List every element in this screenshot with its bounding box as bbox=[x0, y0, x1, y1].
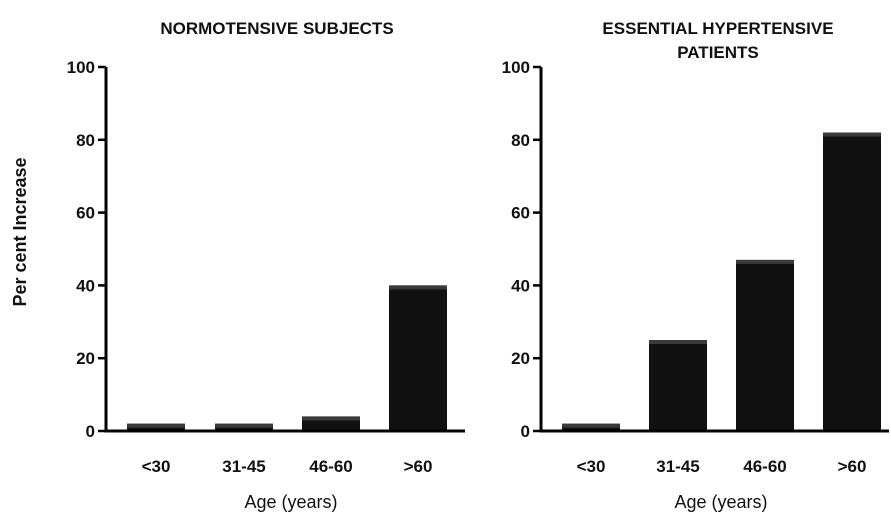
y-tick-label: 60 bbox=[511, 204, 530, 223]
x-tick-label: 31-45 bbox=[222, 457, 265, 476]
y-tick-label: 100 bbox=[67, 58, 95, 77]
y-tick-labels-normotensive: 0 20 40 60 80 100 bbox=[67, 58, 106, 441]
chart-title-hypertensive-line1: ESSENTIAL HYPERTENSIVE bbox=[602, 19, 833, 38]
y-tick-label: 60 bbox=[76, 204, 95, 223]
bar-top-edge bbox=[127, 423, 185, 428]
x-tick-labels-hypertensive: <30 31-45 46-60 >60 bbox=[577, 457, 867, 476]
y-tick-label: 80 bbox=[511, 131, 530, 150]
x-tick-label: >60 bbox=[838, 457, 867, 476]
bar-normotensive-4 bbox=[389, 285, 447, 431]
y-tick-label: 20 bbox=[76, 349, 95, 368]
y-tick-label: 0 bbox=[521, 422, 530, 441]
bar-hypertensive-2 bbox=[649, 340, 707, 431]
chart-normotensive: NORMOTENSIVE SUBJECTS Per cent Increase … bbox=[10, 19, 465, 512]
x-axis-title-normotensive: Age (years) bbox=[244, 492, 337, 512]
bar-top-edge bbox=[562, 423, 620, 428]
x-tick-label: 31-45 bbox=[656, 457, 699, 476]
bar-top-edge bbox=[649, 340, 707, 344]
x-tick-label: <30 bbox=[142, 457, 171, 476]
bar-top-edge bbox=[215, 423, 273, 428]
chart-title-normotensive: NORMOTENSIVE SUBJECTS bbox=[160, 19, 393, 38]
y-tick-label: 40 bbox=[76, 276, 95, 295]
x-tick-label: <30 bbox=[577, 457, 606, 476]
x-tick-label: 46-60 bbox=[743, 457, 786, 476]
x-axis-title-hypertensive: Age (years) bbox=[674, 492, 767, 512]
bars-hypertensive bbox=[562, 132, 881, 431]
chart-essential-hypertensive: ESSENTIAL HYPERTENSIVE PATIENTS 0 20 40 60 8… bbox=[502, 19, 889, 512]
bars-normotensive bbox=[127, 285, 447, 431]
bar-top-edge bbox=[302, 416, 360, 421]
chart-title-hypertensive-line2: PATIENTS bbox=[677, 43, 759, 62]
bar-top-edge bbox=[389, 285, 447, 290]
bar-hypertensive-3 bbox=[736, 259, 794, 431]
y-tick-label: 100 bbox=[502, 58, 530, 77]
bar-hypertensive-4 bbox=[823, 132, 881, 431]
y-tick-label: 40 bbox=[511, 276, 530, 295]
y-axis-title: Per cent Increase bbox=[10, 157, 30, 306]
x-tick-labels-normotensive: <30 31-45 46-60 >60 bbox=[142, 457, 433, 476]
y-tick-labels-hypertensive: 0 20 40 60 80 100 bbox=[502, 58, 541, 441]
x-tick-label: 46-60 bbox=[309, 457, 352, 476]
bar-top-edge bbox=[823, 132, 881, 137]
y-tick-label: 20 bbox=[511, 349, 530, 368]
bar-top-edge bbox=[736, 259, 794, 264]
x-tick-label: >60 bbox=[404, 457, 433, 476]
y-tick-label: 80 bbox=[76, 131, 95, 150]
y-tick-label: 0 bbox=[86, 422, 95, 441]
